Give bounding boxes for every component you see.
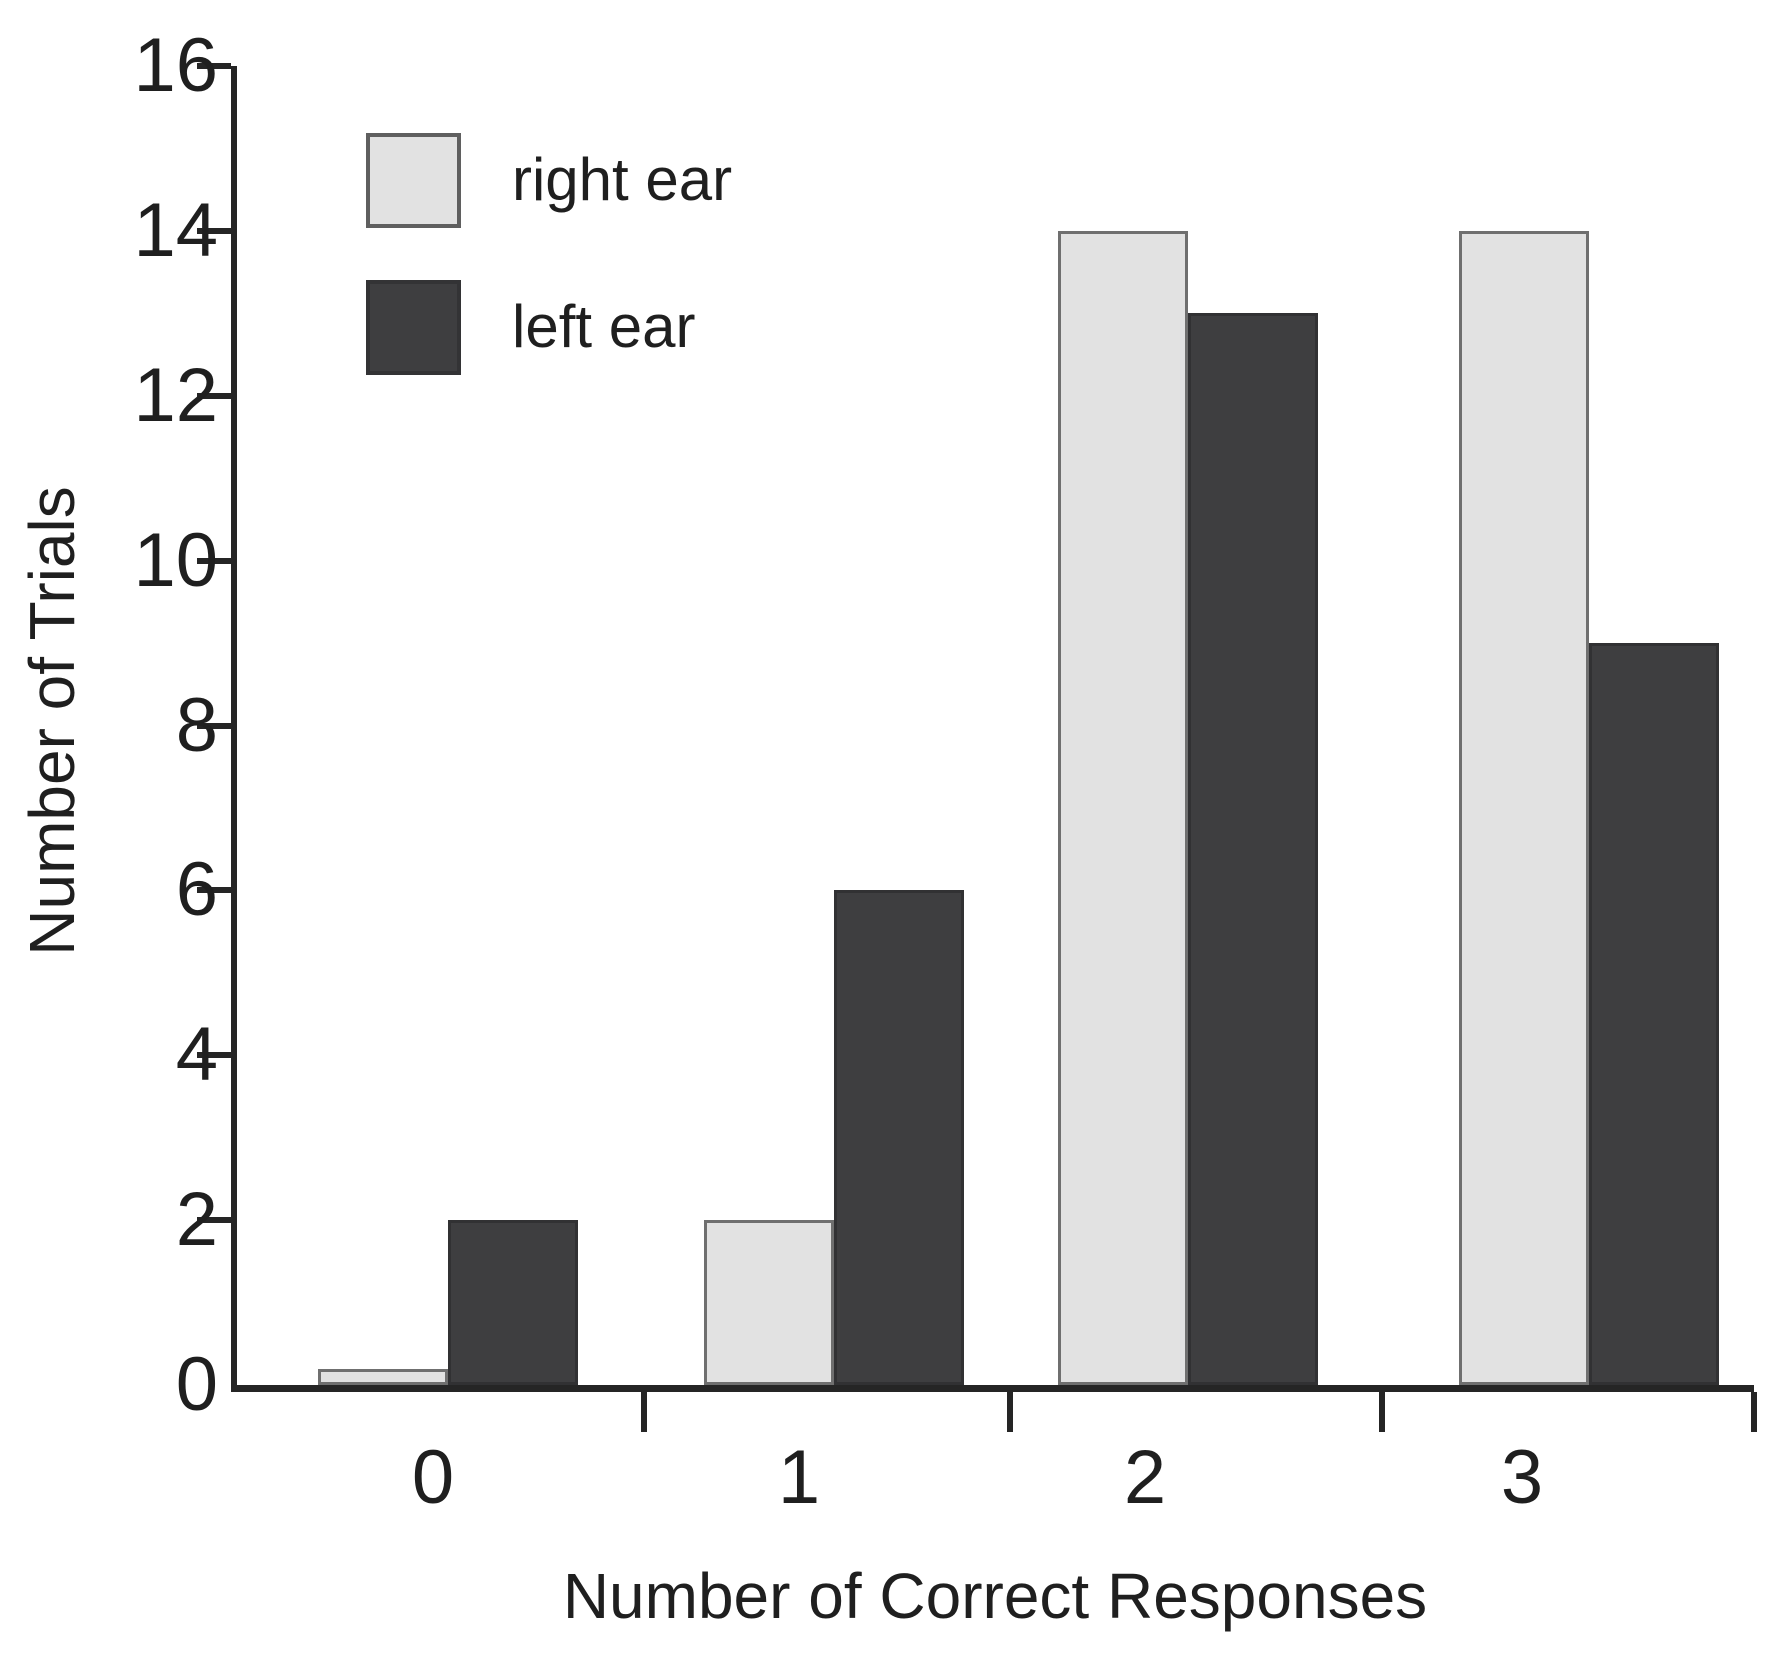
y-axis-tick-4	[197, 1052, 231, 1059]
y-axis-tick-label-12: 12	[133, 352, 218, 438]
y-axis-tick-12	[197, 392, 231, 399]
x-axis-tick-0	[641, 1392, 647, 1432]
bar-left-ear-category-3	[1589, 643, 1719, 1385]
bar-left-ear-category-1	[834, 890, 964, 1385]
bar-right-ear-category-0	[318, 1369, 448, 1385]
x-axis-tick-3	[1751, 1392, 1757, 1432]
y-axis-tick-label-4: 4	[175, 1012, 218, 1098]
legend-label-right-ear: right ear	[512, 146, 733, 213]
y-axis-tick-label-10: 10	[133, 517, 218, 603]
x-axis-tick-1	[1007, 1392, 1013, 1432]
y-axis-tick-6	[197, 887, 231, 894]
x-axis-category-label-3: 3	[1500, 1435, 1544, 1520]
y-axis-tick-label-14: 14	[133, 187, 218, 273]
x-axis-title: Number of Correct Responses	[562, 1560, 1428, 1632]
bar-right-ear-category-2	[1058, 231, 1188, 1385]
y-axis-tick-label-16: 16	[133, 23, 218, 108]
y-axis-tick-label-8: 8	[175, 682, 218, 768]
bar-left-ear-category-0	[448, 1220, 578, 1385]
y-axis-tick-16	[197, 63, 231, 69]
y-axis-tick-14	[197, 227, 231, 234]
x-axis-category-label-1: 1	[777, 1435, 821, 1520]
y-axis-tick-8	[197, 722, 231, 729]
y-axis-tick-10	[197, 557, 231, 564]
bar-right-ear-category-1	[704, 1220, 834, 1385]
legend-label-left-ear: left ear	[512, 293, 696, 360]
y-axis-tick-label-0: 0	[175, 1342, 218, 1427]
legend-swatch-right-ear	[366, 133, 461, 228]
y-axis-tick-2	[197, 1217, 231, 1224]
y-axis-tick-label-2: 2	[175, 1177, 218, 1263]
bar-left-ear-category-2	[1188, 313, 1318, 1385]
x-axis-tick-2	[1379, 1392, 1385, 1432]
x-axis-category-label-0: 0	[411, 1435, 455, 1520]
y-axis-tick-label-6: 6	[175, 847, 218, 933]
bar-right-ear-category-3	[1459, 231, 1589, 1385]
plot-area: 0 2 4 6 8 10 12 14 16 0 1 2 3	[133, 26, 1757, 1518]
x-axis-category-label-2: 2	[1123, 1435, 1167, 1520]
legend-swatch-left-ear	[366, 280, 461, 375]
